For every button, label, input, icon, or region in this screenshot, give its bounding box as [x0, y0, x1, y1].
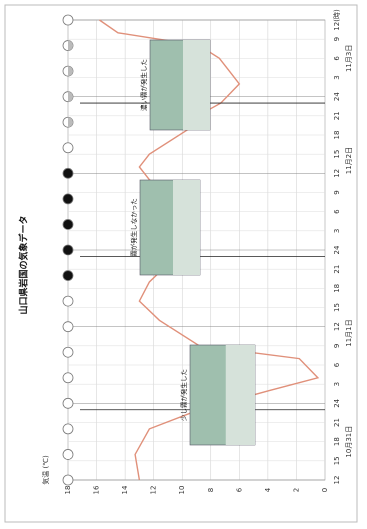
annotation-label: 少し霧が発生した: [179, 369, 188, 421]
x-tick-label: 6: [333, 209, 341, 214]
x-tick-label: 15: [333, 303, 341, 312]
y-tick-label: 2: [292, 488, 300, 492]
x-tick-label: 18: [333, 437, 341, 446]
x-tick-label: 15: [333, 456, 341, 465]
weather-icon: [63, 143, 73, 153]
weather-icon: [63, 194, 73, 204]
photo-sky: [183, 40, 210, 130]
weather-icon: [63, 398, 73, 408]
y-tick-label: 18: [64, 486, 72, 495]
x-tick-label: 12(時): [333, 9, 341, 31]
weather-icon: [63, 245, 73, 255]
y-axis-label: 気温 (℃): [41, 455, 50, 485]
weather-icon: [63, 373, 73, 383]
x-tick-label: 18: [333, 284, 341, 293]
day-label: 11月3日: [345, 45, 353, 72]
y-tick-label: 0: [321, 488, 329, 492]
y-tick-label: 14: [121, 485, 129, 494]
x-tick-label: 6: [333, 56, 341, 61]
photo-sky: [226, 345, 255, 445]
x-tick-label: 6: [333, 362, 341, 367]
x-tick-label: 9: [333, 344, 341, 348]
y-tick-label: 12: [150, 486, 158, 495]
weather-icon: [63, 271, 73, 281]
weather-icon: [63, 15, 73, 25]
weather-icon: [63, 322, 73, 332]
weather-icon: [63, 168, 73, 178]
chart-title: 山口県岩国の気象データ: [18, 215, 30, 314]
chart: 山口県岩国の気象データ 気温 (℃) 024681012141618121518…: [0, 0, 367, 529]
weather-icon: [63, 475, 73, 485]
x-tick-label: 24: [333, 92, 341, 101]
x-tick-label: 21: [333, 265, 341, 274]
photo-sky: [173, 180, 200, 275]
y-tick-label: 6: [235, 487, 243, 492]
x-tick-label: 3: [333, 382, 341, 386]
x-tick-label: 24: [333, 398, 341, 407]
weather-icon: [63, 296, 73, 306]
y-tick-label: 16: [93, 485, 101, 494]
day-label: 10月31日: [345, 426, 353, 458]
day-label: 11月1日: [345, 319, 353, 346]
x-tick-label: 9: [333, 37, 341, 41]
x-tick-label: 12: [333, 476, 341, 485]
x-tick-label: 21: [333, 418, 341, 427]
y-tick-label: 4: [264, 487, 272, 492]
day-label: 11月2日: [345, 147, 353, 174]
annotation-label: 霧が発生しなかった: [129, 198, 138, 257]
x-tick-label: 24: [333, 245, 341, 254]
weather-icon: [63, 449, 73, 459]
annotation-label: 濃い霧が発生した: [139, 59, 148, 111]
x-tick-label: 15: [333, 150, 341, 159]
x-tick-label: 12: [333, 169, 341, 178]
weather-icon: [63, 424, 73, 434]
weather-icon: [63, 347, 73, 357]
weather-icon: [63, 219, 73, 229]
x-tick-label: 12: [333, 322, 341, 331]
x-tick-label: 18: [333, 131, 341, 140]
x-tick-label: 3: [333, 75, 341, 79]
x-tick-label: 3: [333, 229, 341, 233]
x-tick-label: 21: [333, 111, 341, 120]
y-tick-label: 8: [207, 488, 215, 492]
x-tick-label: 9: [333, 190, 341, 194]
y-tick-label: 10: [178, 486, 186, 495]
